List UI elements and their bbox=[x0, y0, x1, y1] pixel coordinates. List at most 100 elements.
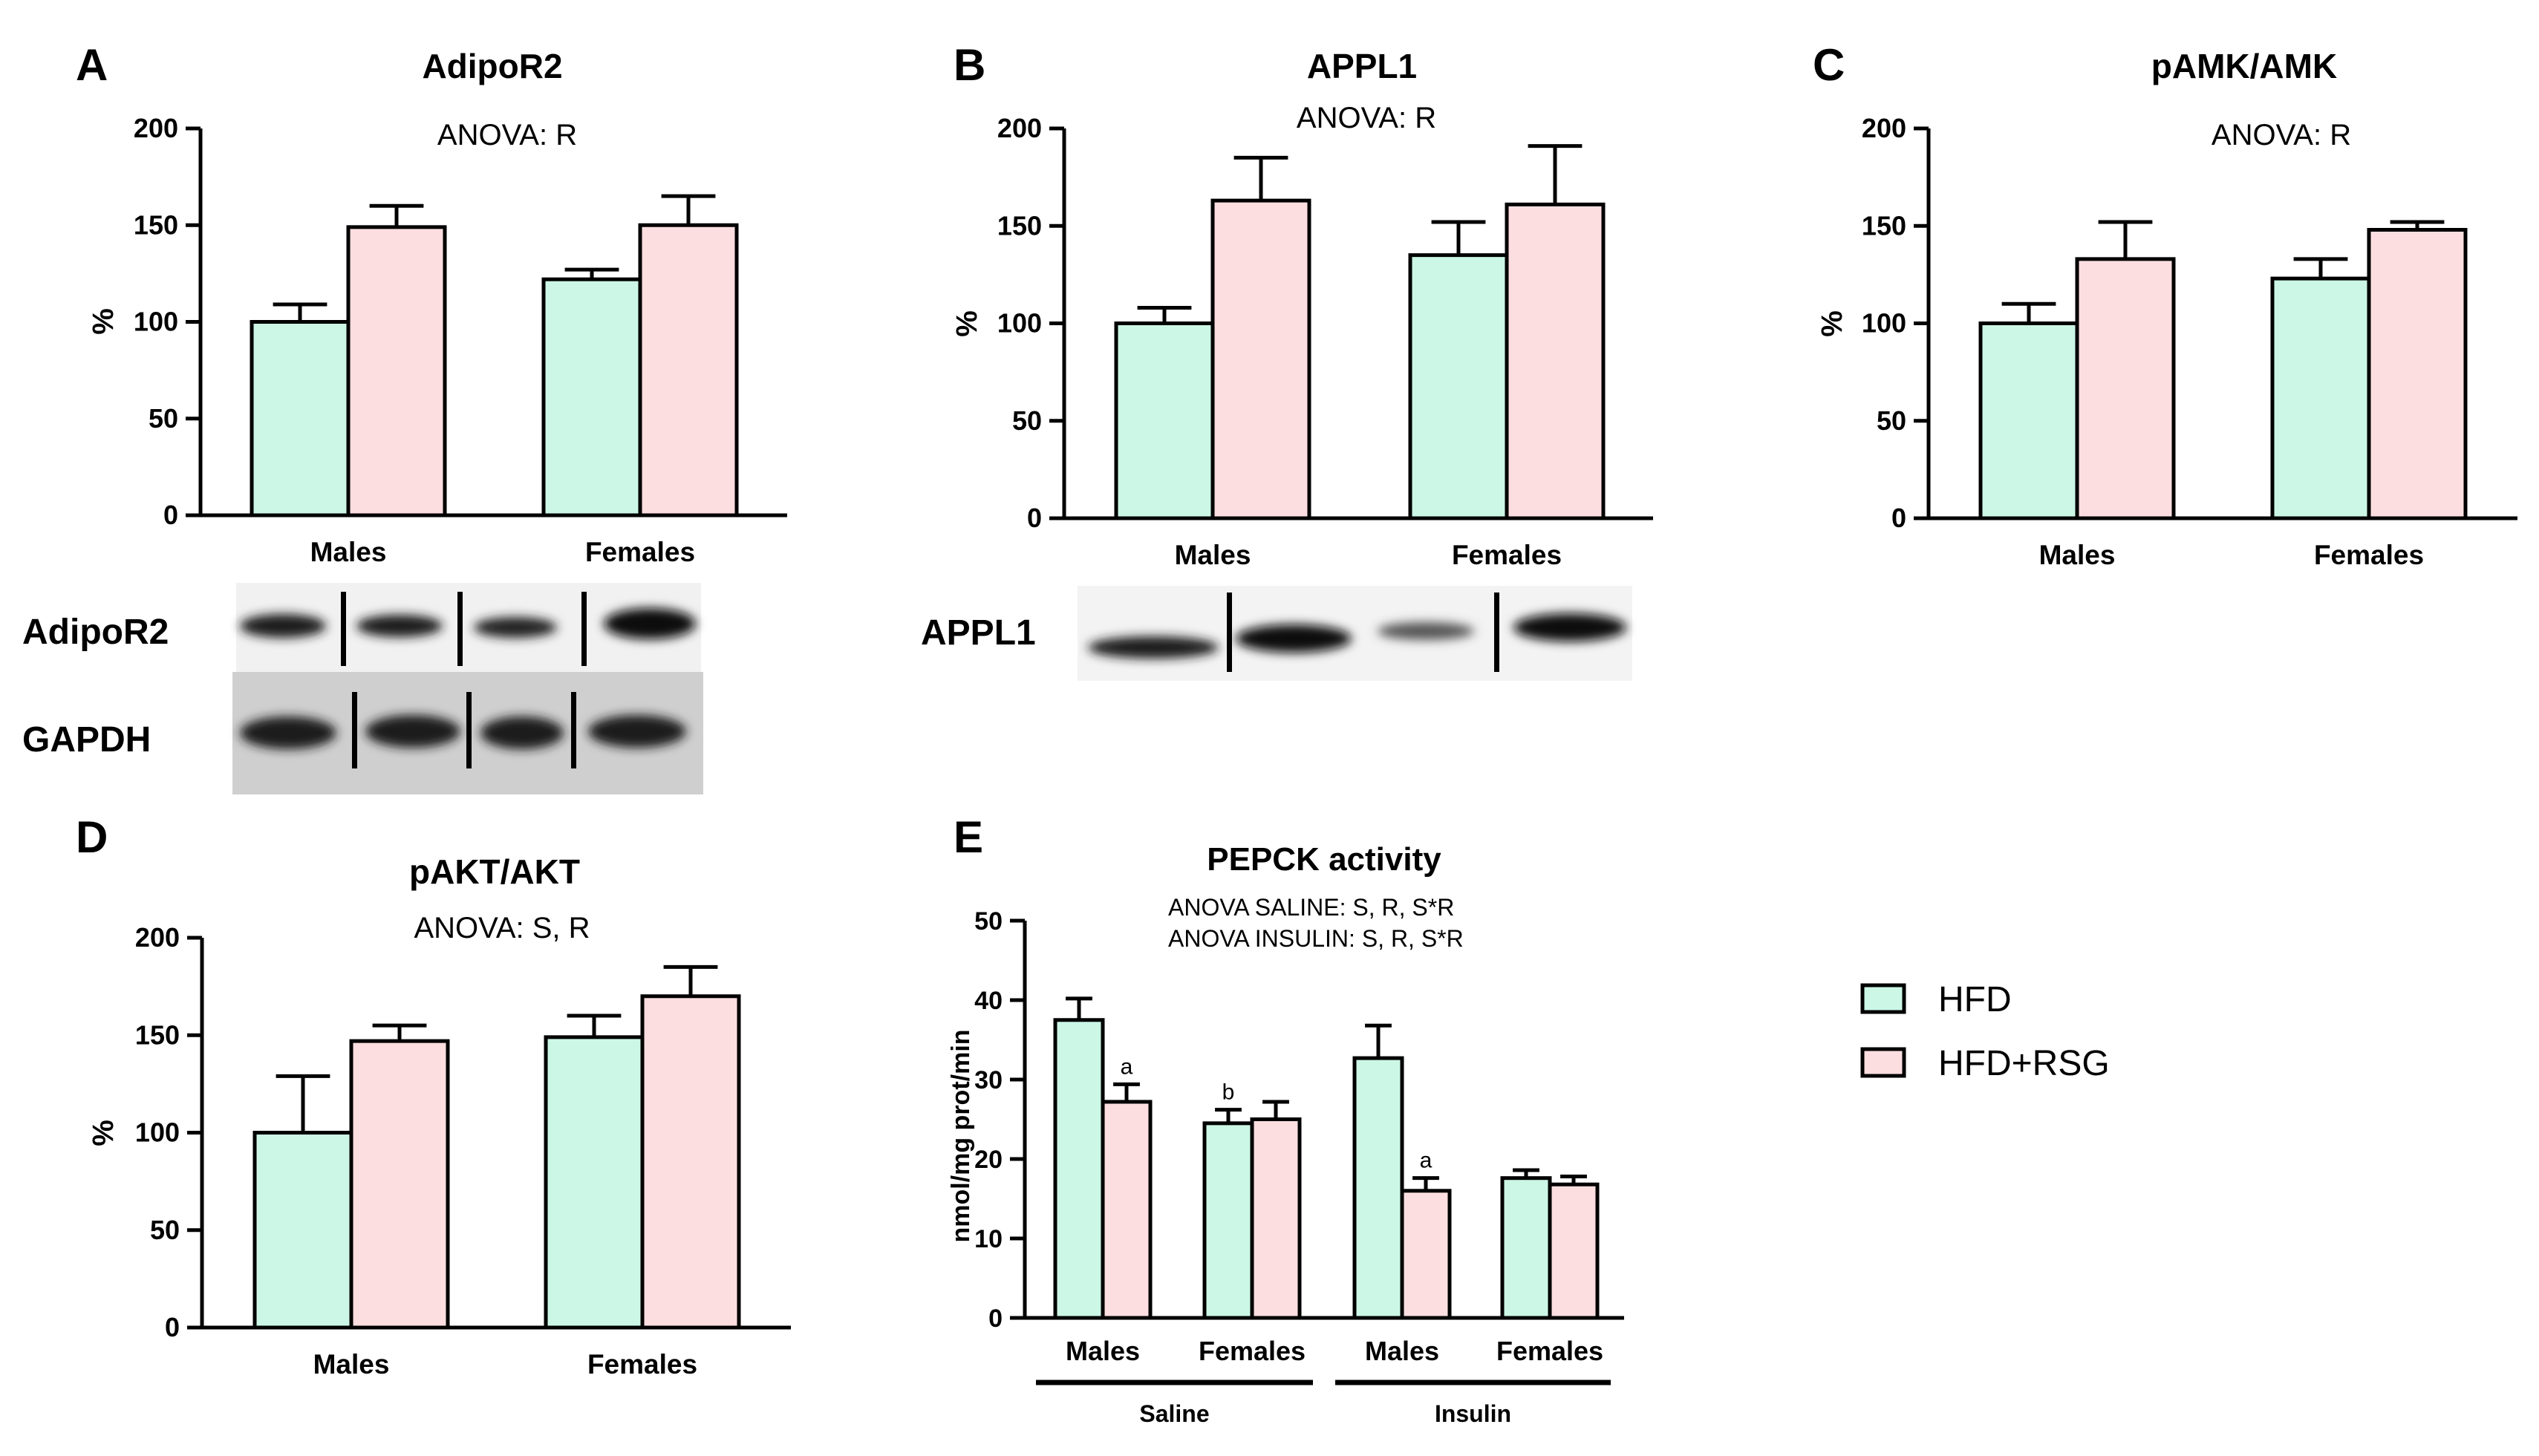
y-tick-label-B-200: 200 bbox=[997, 113, 1042, 143]
legend-swatch-hfd bbox=[1860, 983, 1906, 1014]
y-tick-label-E-30: 30 bbox=[974, 1066, 1003, 1094]
panel-E-anova-insulin: ANOVA INSULIN: S, R, S*R bbox=[1168, 925, 1464, 952]
bar-D-HFD-Males-0 bbox=[252, 1131, 353, 1330]
bar-A-HFD-Males-0 bbox=[250, 320, 351, 518]
blot-label-adipor2: AdipoR2 bbox=[22, 613, 169, 652]
y-tick-label-A-100: 100 bbox=[134, 307, 178, 337]
chart-C: 0 50 100 150 200 Males Females% bbox=[1816, 113, 2517, 570]
sig-letter-E-0: a bbox=[1121, 1054, 1133, 1079]
y-tick-label-A-50: 50 bbox=[149, 403, 178, 434]
legend: HFD HFD+RSG bbox=[1860, 980, 2110, 1083]
x-category-label-C-1: Females bbox=[2314, 540, 2424, 570]
chart-B: 0 50 100 150 200 Males Females% bbox=[951, 113, 1653, 570]
y-axis-label-E: nmol/mg prot/min bbox=[947, 1029, 975, 1242]
y-axis-label-A: % bbox=[87, 308, 120, 335]
western-blot-appl1: APPL1 bbox=[921, 586, 1632, 681]
y-tick-label-B-50: 50 bbox=[1012, 405, 1042, 436]
y-tick-label-C-0: 0 bbox=[1891, 503, 1906, 533]
bar-B-HFD+RSG-Males-0 bbox=[1210, 198, 1311, 520]
bar-D-HFD-Females-1 bbox=[544, 1035, 645, 1330]
panel-letter-D: D bbox=[76, 812, 108, 862]
bar-E-HFD+RSG-Females-3 bbox=[1548, 1182, 1600, 1320]
bar-C-HFD-Females-1 bbox=[2270, 276, 2371, 520]
y-tick-label-C-200: 200 bbox=[1862, 113, 1906, 143]
panel-letter-B: B bbox=[954, 40, 985, 90]
panel-D-title: pAKT/AKT bbox=[409, 852, 580, 891]
x-category-label-D-0: Males bbox=[313, 1349, 390, 1380]
x-category-label-E-1: Females bbox=[1199, 1336, 1306, 1366]
blot-label-gapdh: GAPDH bbox=[22, 720, 151, 760]
y-tick-label-D-150: 150 bbox=[135, 1019, 180, 1050]
panel-B-headings: B APPL1 ANOVA: R bbox=[954, 40, 1436, 134]
panel-B-title: APPL1 bbox=[1307, 47, 1417, 85]
blot-label-appl1: APPL1 bbox=[921, 613, 1036, 653]
y-tick-label-E-20: 20 bbox=[974, 1146, 1003, 1174]
western-blot-adipor2: AdipoR2 bbox=[22, 583, 701, 672]
y-axis-label-D: % bbox=[87, 1120, 120, 1146]
y-tick-label-E-50: 50 bbox=[974, 907, 1003, 936]
bar-A-HFD+RSG-Females-1 bbox=[638, 223, 739, 518]
panel-C-anova: ANOVA: R bbox=[2212, 119, 2351, 151]
panel-A-anova: ANOVA: R bbox=[437, 119, 577, 151]
bar-C-HFD-Males-0 bbox=[1978, 321, 2079, 520]
x-category-label-A-0: Males bbox=[310, 537, 387, 567]
bar-B-HFD-Males-0 bbox=[1114, 321, 1215, 520]
y-tick-label-C-50: 50 bbox=[1877, 405, 1906, 436]
y-tick-label-E-0: 0 bbox=[988, 1305, 1003, 1333]
x-category-label-E-0: Males bbox=[1066, 1336, 1140, 1366]
western-blot-gapdh: GAPDH bbox=[22, 672, 703, 794]
bar-E-HFD+RSG-Males-2 bbox=[1400, 1189, 1452, 1320]
x-category-label-B-0: Males bbox=[1175, 540, 1251, 570]
panel-C-title: pAMK/AMK bbox=[2151, 47, 2337, 85]
panel-D-anova: ANOVA: S, R bbox=[414, 912, 590, 944]
y-tick-label-E-40: 40 bbox=[974, 987, 1003, 1015]
y-tick-label-B-0: 0 bbox=[1027, 503, 1042, 533]
bar-E-HFD-Males-2 bbox=[1352, 1056, 1404, 1320]
panel-D-headings: D pAKT/AKT ANOVA: S, R bbox=[76, 812, 590, 944]
bar-B-HFD+RSG-Females-1 bbox=[1505, 202, 1606, 520]
bar-E-HFD-Males-0 bbox=[1053, 1018, 1105, 1320]
x-category-label-E-2: Males bbox=[1365, 1336, 1439, 1366]
panel-E-anova-saline: ANOVA SALINE: S, R, S*R bbox=[1168, 894, 1454, 921]
bar-B-HFD-Females-1 bbox=[1408, 253, 1509, 520]
bar-D-HFD+RSG-Females-1 bbox=[640, 994, 741, 1330]
y-tick-label-D-200: 200 bbox=[135, 922, 180, 953]
panel-E-headings: E PEPCK activity ANOVA SALINE: S, R, S*R… bbox=[954, 812, 1464, 952]
legend-label-hfd: HFD bbox=[1938, 980, 2012, 1019]
bar-E-HFD-Females-1 bbox=[1202, 1121, 1254, 1320]
chart-A: 0 50 100 150 200 Males Females% bbox=[87, 113, 787, 567]
chart-D: 0 50 100 150 200 Males Females% bbox=[87, 922, 791, 1380]
y-tick-label-B-150: 150 bbox=[997, 210, 1042, 241]
x-category-label-E-3: Females bbox=[1496, 1336, 1603, 1366]
y-tick-label-C-150: 150 bbox=[1862, 210, 1906, 241]
y-tick-label-D-0: 0 bbox=[165, 1312, 180, 1342]
panel-letter-A: A bbox=[76, 40, 108, 90]
bar-C-HFD+RSG-Females-1 bbox=[2367, 228, 2468, 520]
y-tick-label-A-150: 150 bbox=[134, 209, 178, 240]
chart-E: b a a 0 10 20 30 40 50 Males Females Males Females nm… bbox=[947, 907, 1624, 1427]
x-category-label-C-0: Males bbox=[2039, 540, 2116, 570]
y-tick-label-D-100: 100 bbox=[135, 1117, 180, 1148]
panel-A-title: AdipoR2 bbox=[422, 47, 562, 85]
y-axis-label-B: % bbox=[951, 310, 983, 337]
y-tick-label-C-100: 100 bbox=[1862, 308, 1906, 339]
x-category-label-A-1: Females bbox=[585, 537, 695, 567]
group-label-saline: Saline bbox=[1139, 1400, 1209, 1427]
bar-E-HFD+RSG-Females-1 bbox=[1250, 1117, 1302, 1320]
panel-E-title: PEPCK activity bbox=[1207, 841, 1441, 878]
y-tick-label-A-0: 0 bbox=[163, 500, 178, 530]
bar-D-HFD+RSG-Males-0 bbox=[349, 1039, 450, 1330]
sig-letter-E-2: a bbox=[1420, 1149, 1433, 1173]
bar-A-HFD+RSG-Males-0 bbox=[346, 225, 447, 518]
y-tick-label-D-50: 50 bbox=[150, 1215, 180, 1245]
bar-A-HFD-Females-1 bbox=[541, 277, 642, 518]
panel-letter-C: C bbox=[1813, 40, 1845, 90]
sig-letter-E-1: b bbox=[1222, 1080, 1235, 1105]
panel-letter-E: E bbox=[954, 812, 983, 862]
group-label-insulin: Insulin bbox=[1435, 1400, 1511, 1427]
y-tick-label-B-100: 100 bbox=[997, 308, 1042, 339]
y-tick-label-E-10: 10 bbox=[974, 1225, 1003, 1253]
y-tick-label-A-200: 200 bbox=[134, 113, 178, 143]
y-axis-label-C: % bbox=[1816, 310, 1848, 337]
legend-label-rsg: HFD+RSG bbox=[1938, 1044, 2110, 1083]
